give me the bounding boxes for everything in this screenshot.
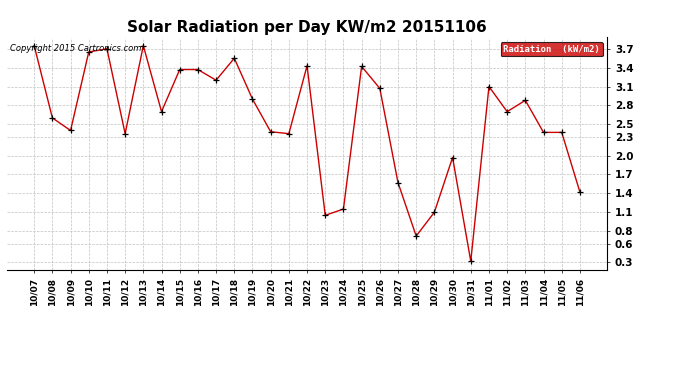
Title: Solar Radiation per Day KW/m2 20151106: Solar Radiation per Day KW/m2 20151106 xyxy=(127,20,487,35)
Legend: Radiation  (kW/m2): Radiation (kW/m2) xyxy=(500,42,602,56)
Text: Copyright 2015 Cartronics.com: Copyright 2015 Cartronics.com xyxy=(10,45,141,54)
